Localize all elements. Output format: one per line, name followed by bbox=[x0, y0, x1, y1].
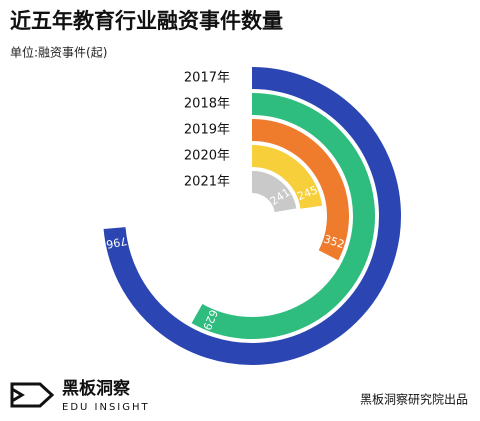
arc-bar bbox=[251, 145, 323, 210]
category-label: 2019年 bbox=[184, 123, 230, 138]
category-label: 2020年 bbox=[184, 149, 230, 164]
arc-bar bbox=[103, 67, 401, 365]
category-label: 2017年 bbox=[184, 71, 230, 86]
chart-subtitle: 单位:融资事件(起) bbox=[10, 45, 107, 60]
category-label: 2018年 bbox=[184, 97, 230, 112]
source: 黑板洞察研究院出品 bbox=[360, 392, 468, 407]
arc-bar bbox=[251, 119, 349, 261]
logo-subtext: EDU INSIGHT bbox=[62, 402, 150, 413]
logo-icon bbox=[10, 382, 55, 408]
logo: 黑板洞察 EDU INSIGHT bbox=[10, 378, 150, 413]
logo-text: 黑板洞察 bbox=[62, 378, 131, 399]
value-label: 352 bbox=[322, 232, 346, 251]
chart-title: 近五年教育行业融资事件数量 bbox=[10, 9, 283, 33]
arc-bar bbox=[191, 93, 375, 339]
arc-bar bbox=[251, 171, 297, 213]
category-label: 2021年 bbox=[184, 175, 230, 190]
value-label: 796 bbox=[105, 234, 128, 251]
